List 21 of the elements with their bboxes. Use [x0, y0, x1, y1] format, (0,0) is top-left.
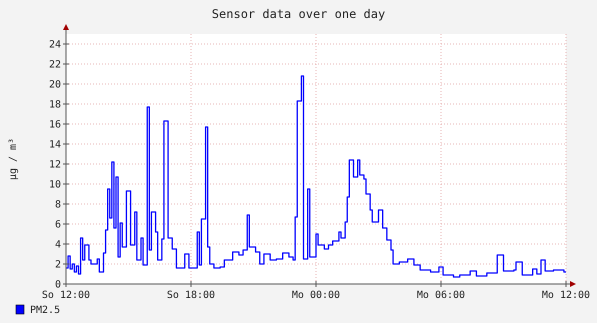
x-tick-label: Mo 00:00 — [292, 290, 340, 301]
y-tick-label: 16 — [48, 120, 61, 130]
y-tick-label: 8 — [54, 200, 61, 210]
y-tick-label: 4 — [54, 240, 61, 250]
y-axis-title: µg / m³ — [8, 138, 19, 180]
chart-title: Sensor data over one day — [212, 7, 386, 21]
y-tick-label: 18 — [48, 100, 61, 110]
y-tick-label: 2 — [54, 260, 61, 270]
y-tick-label: 10 — [48, 180, 61, 190]
y-tick-label: 14 — [48, 140, 61, 150]
y-tick-label: 6 — [54, 220, 61, 230]
legend-label: PM2.5 — [30, 305, 60, 316]
x-tick-label: Mo 06:00 — [416, 290, 466, 301]
x-tick-label: Mo 12:00 — [542, 290, 590, 301]
x-tick-label: So 18:00 — [166, 290, 216, 301]
x-tick-label: So 12:00 — [42, 290, 90, 301]
y-tick-label: 24 — [48, 40, 61, 50]
y-tick-label: 0 — [54, 280, 61, 290]
y-tick-label: 22 — [48, 60, 61, 70]
y-tick-label: 12 — [48, 160, 61, 170]
y-tick-label: 20 — [48, 80, 61, 90]
